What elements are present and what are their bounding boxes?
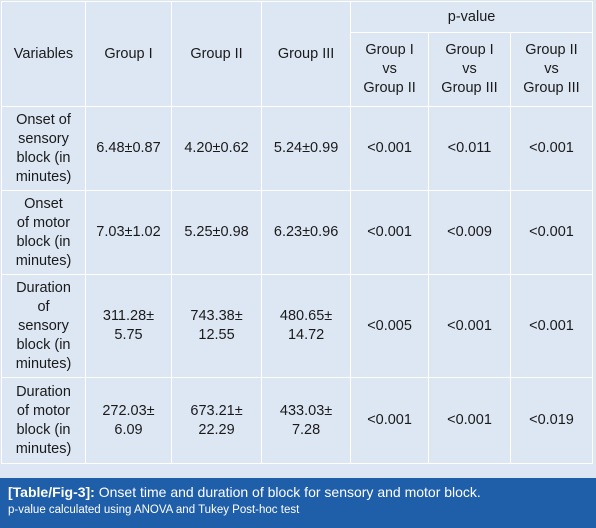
table-row: Duration of motor block (in minutes) 272… xyxy=(1,377,593,464)
header-group-3: Group III xyxy=(261,1,352,107)
p-value-1-vs-2: <0.001 xyxy=(350,106,430,191)
variable-cell: Onset of sensory block (in minutes) xyxy=(1,106,86,191)
header-row-top: Variables Group I Group II Group III p-v… xyxy=(1,1,593,107)
variable-line: block (in xyxy=(16,336,71,353)
variable-line: minutes) xyxy=(15,440,72,457)
variable-line: Duration xyxy=(16,383,71,400)
variable-line: of motor xyxy=(16,402,71,419)
variable-line: Duration xyxy=(16,279,71,296)
caption-text: Onset time and duration of block for sen… xyxy=(98,484,481,500)
results-table: Variables Group I Group II Group III p-v… xyxy=(1,1,593,464)
group-2-value: 743.38± 12.55 xyxy=(170,274,263,378)
value-line: 5.25±0.98 xyxy=(184,224,249,240)
value-line: 6.23±0.96 xyxy=(273,224,339,240)
table-caption: [Table/Fig-3]: Onset time and duration o… xyxy=(0,478,596,528)
header-compare-1: Group I vs Group II xyxy=(350,32,430,107)
value-line: 12.55 xyxy=(198,327,235,343)
header-compare-2-line: Group III xyxy=(441,80,498,96)
value-line: 311.28± xyxy=(102,308,155,324)
variable-line: minutes) xyxy=(15,355,72,372)
p-value-1-vs-2: <0.001 xyxy=(350,377,430,464)
p-value-1-vs-2: <0.005 xyxy=(350,274,430,378)
header-compare-1-line: Group I xyxy=(365,42,414,58)
variable-cell: Onset of motor block (in minutes) xyxy=(1,190,86,275)
caption-note: p-value calculated using ANOVA and Tukey… xyxy=(8,504,300,516)
p-value-1-vs-3: <0.001 xyxy=(428,274,511,378)
header-compare-2-line: vs xyxy=(462,61,477,77)
header-variables: Variables xyxy=(1,1,86,107)
value-line: 14.72 xyxy=(287,327,325,343)
variable-line: sensory xyxy=(18,317,69,334)
variable-line: of motor xyxy=(16,214,71,231)
group-2-value: 4.20±0.62 xyxy=(170,106,263,191)
value-line: 272.03± xyxy=(102,402,155,419)
variable-cell: Duration of motor block (in minutes) xyxy=(1,377,86,464)
header-compare-3-line: Group II xyxy=(525,42,578,58)
p-value-2-vs-3: <0.001 xyxy=(510,274,593,378)
value-line: 743.38± xyxy=(190,308,243,324)
header-row-bottom: Group I vs Group II Group I vs Group III… xyxy=(2,32,593,107)
group-2-value: 5.25±0.98 xyxy=(170,190,263,275)
variable-line: minutes) xyxy=(15,168,72,185)
value-line: 5.24±0.99 xyxy=(273,140,339,156)
value-line: 6.09 xyxy=(114,421,143,438)
group-3-value: 480.65± 14.72 xyxy=(261,274,352,378)
value-line: 433.03± xyxy=(279,402,333,419)
header-compare-3-line: vs xyxy=(544,61,559,77)
variable-line: Onset of xyxy=(16,111,71,128)
variable-line: block (in xyxy=(16,149,71,166)
header-group-2: Group II xyxy=(170,1,263,107)
caption-reference: [Table/Fig-3]: xyxy=(8,484,95,500)
variable-line: Onset xyxy=(24,195,63,212)
header-compare-3-line: Group III xyxy=(523,80,580,96)
value-line: 4.20±0.62 xyxy=(184,140,249,156)
caption-title: [Table/Fig-3]: Onset time and duration o… xyxy=(8,483,588,502)
table-row: Duration of sensory block (in minutes) 3… xyxy=(1,274,593,378)
header-compare-3: Group II vs Group III xyxy=(510,32,593,107)
table-row: Onset of motor block (in minutes) 7.03±1… xyxy=(1,190,593,275)
value-line: 5.75 xyxy=(114,327,143,343)
value-line: 673.21± xyxy=(190,402,243,419)
group-3-value: 433.03± 7.28 xyxy=(261,377,352,464)
p-value-2-vs-3: <0.019 xyxy=(510,377,593,464)
p-value-2-vs-3: <0.001 xyxy=(510,106,593,191)
group-3-value: 6.23±0.96 xyxy=(261,190,352,275)
group-1-value: 311.28± 5.75 xyxy=(84,274,173,378)
group-1-value: 7.03±1.02 xyxy=(84,190,173,275)
variable-cell: Duration of sensory block (in minutes) xyxy=(1,274,86,378)
table-row: Onset of sensory block (in minutes) 6.48… xyxy=(1,106,593,191)
p-value-1-vs-3: <0.011 xyxy=(428,106,511,191)
value-line: 480.65± xyxy=(279,308,333,324)
header-compare-1-line: Group II xyxy=(363,80,416,96)
value-line: 22.29 xyxy=(198,421,235,438)
variable-line: sensory xyxy=(18,130,69,147)
group-2-value: 673.21± 22.29 xyxy=(170,377,263,464)
group-3-value: 5.24±0.99 xyxy=(261,106,352,191)
header-compare-1-line: vs xyxy=(382,61,397,77)
p-value-2-vs-3: <0.001 xyxy=(510,190,593,275)
header-compare-2: Group I vs Group III xyxy=(428,32,511,107)
group-1-value: 272.03± 6.09 xyxy=(84,377,173,464)
variable-line: minutes) xyxy=(15,252,72,269)
header-compare-2-line: Group I xyxy=(445,42,494,58)
header-group-1: Group I xyxy=(84,1,173,107)
value-line: 7.03±1.02 xyxy=(96,224,161,240)
variable-line: of xyxy=(37,298,50,315)
value-line: 6.48±0.87 xyxy=(96,140,161,156)
variable-line: block (in xyxy=(16,233,71,250)
header-p-value: p-value xyxy=(350,1,593,33)
p-value-1-vs-3: <0.009 xyxy=(428,190,511,275)
variable-line: block (in xyxy=(16,421,71,438)
value-line: 7.28 xyxy=(291,421,321,438)
group-1-value: 6.48±0.87 xyxy=(84,106,173,191)
p-value-1-vs-2: <0.001 xyxy=(350,190,430,275)
p-value-1-vs-3: <0.001 xyxy=(428,377,511,464)
